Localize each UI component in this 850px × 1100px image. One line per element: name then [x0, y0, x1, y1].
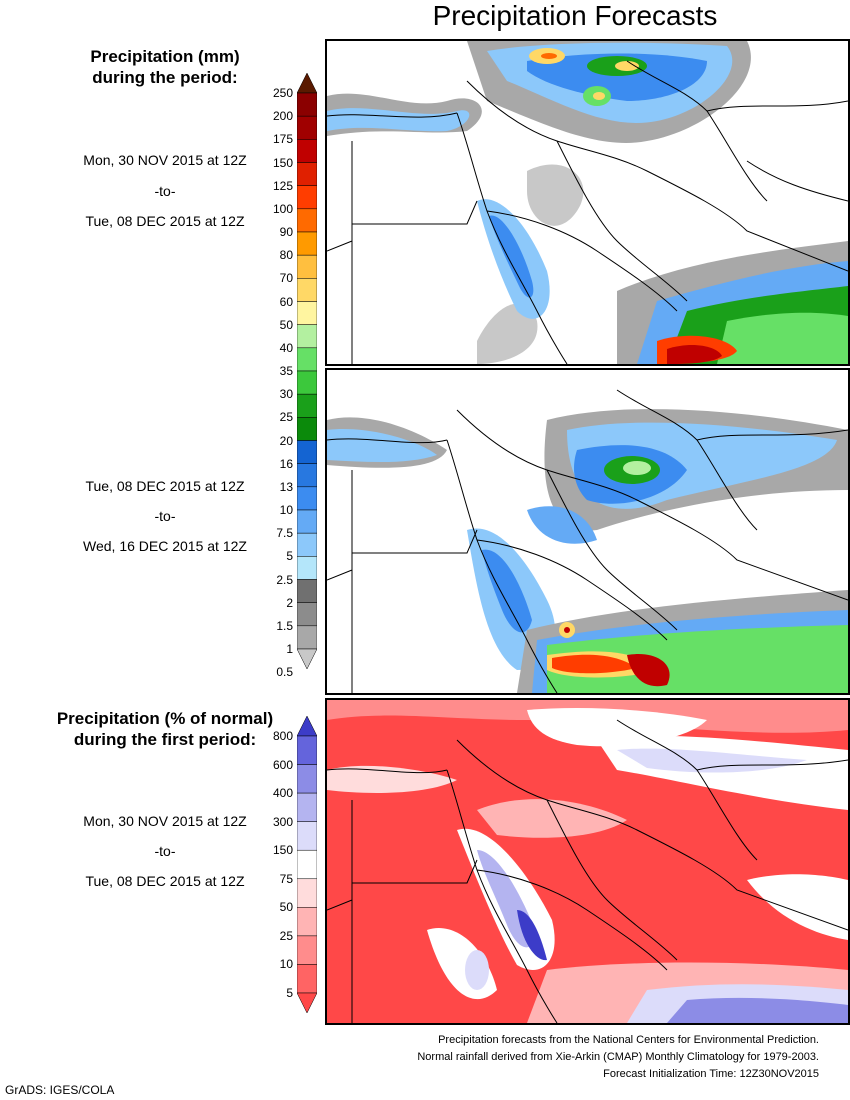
colorbar-tick-label: 50	[279, 900, 293, 915]
colorbar-tick-label: 10	[279, 503, 293, 517]
colorbar-tick-label: 1.5	[276, 618, 293, 633]
colorbar-tick-label: 20	[279, 433, 293, 448]
colorbar-tick-label: 1	[286, 642, 293, 656]
colorbar-tick-label: 175	[272, 132, 293, 147]
colorbar-tick-label: 13	[279, 479, 293, 494]
period3-start: Mon, 30 NOV 2015 at 12Z	[83, 813, 247, 829]
colorbar-swatch	[297, 579, 317, 603]
colorbar-tick-label: 100	[272, 201, 293, 216]
colorbar-tick-label: 150	[272, 155, 293, 170]
colorbar-swatch	[297, 878, 317, 908]
colorbar-tick-label: 800	[272, 729, 293, 743]
colorbar-swatch	[297, 324, 317, 349]
amount-colorbar	[297, 73, 317, 669]
colorbar-swatch	[297, 208, 317, 233]
colorbar-tick-label: 5	[286, 549, 293, 564]
colorbar-swatch	[297, 735, 317, 765]
footer-line3: Forecast Initialization Time: 12Z30NOV20…	[603, 1068, 819, 1080]
colorbar-swatch	[297, 463, 317, 488]
colorbar-top-triangle	[297, 716, 317, 737]
grads-credit: GrADS: IGES/COLA	[5, 1083, 115, 1097]
colorbar-swatch	[297, 254, 317, 279]
colorbar-swatch	[297, 849, 317, 880]
colorbar-swatch	[297, 792, 317, 822]
colorbar-tick-label: 200	[272, 109, 293, 124]
colorbar-tick-label: 150	[272, 843, 293, 858]
colorbar-tick-label: 7.5	[276, 526, 293, 541]
colorbar-tick-label: 2.5	[276, 572, 293, 587]
period2-sep: -to-	[154, 508, 176, 524]
colorbar-tick-label: 75	[279, 871, 293, 886]
colorbar-swatch	[297, 162, 317, 186]
colorbar-tick-label: 10	[279, 957, 293, 972]
colorbar-bottom-triangle	[297, 992, 317, 1013]
colorbar-tick-label: 60	[279, 294, 293, 309]
period2-start: Tue, 08 DEC 2015 at 12Z	[85, 478, 245, 494]
colorbar-swatch	[297, 278, 317, 302]
colorbar-swatch	[297, 935, 317, 965]
colorbar-tick-label: 400	[272, 786, 293, 801]
amount-legend-title: Precipitation (mm) during the period:	[45, 46, 285, 88]
colorbar-tick-label: 2	[286, 595, 293, 610]
colorbar-tick-label: 125	[272, 178, 293, 193]
colorbar-swatch	[297, 532, 317, 557]
colorbar-tick-label: 70	[279, 271, 293, 286]
page-title: Precipitation Forecasts	[432, 0, 718, 31]
period1-end: Tue, 08 DEC 2015 at 12Z	[85, 213, 245, 229]
percent-legend-title-line1: Precipitation (% of normal)	[56, 709, 274, 728]
colorbar-bottom-triangle	[297, 648, 317, 669]
colorbar-swatch	[297, 185, 317, 210]
amount-legend-title-line1: Precipitation (mm)	[90, 47, 240, 66]
colorbar-tick-label: 5	[286, 986, 293, 1000]
colorbar-swatch	[297, 417, 317, 441]
colorbar-tick-label: 25	[279, 928, 293, 943]
precip-map-period1	[325, 39, 850, 366]
colorbar-swatch	[297, 509, 317, 534]
colorbar-swatch	[297, 440, 317, 464]
colorbar-tick-label: 50	[279, 317, 293, 332]
colorbar-top-triangle	[297, 73, 317, 94]
period2-end: Wed, 16 DEC 2015 at 12Z	[83, 538, 247, 554]
colorbar-tick-label: 250	[272, 86, 293, 100]
colorbar-tick-label: 300	[272, 814, 293, 829]
colorbar-swatch	[297, 92, 317, 117]
colorbar-swatch	[297, 821, 317, 851]
precip-map-period2	[325, 368, 850, 695]
colorbar-swatch	[297, 764, 317, 794]
period3-sep: -to-	[154, 843, 176, 859]
colorbar-swatch	[297, 964, 317, 994]
period1-sep: -to-	[154, 183, 176, 199]
colorbar-tick-label: 40	[279, 340, 293, 355]
colorbar-swatch	[297, 907, 317, 937]
colorbar-swatch	[297, 231, 317, 256]
percent-legend-title: Precipitation (% of normal) during the f…	[30, 708, 300, 750]
footer-line2: Normal rainfall derived from Xie-Arkin (…	[417, 1051, 819, 1063]
colorbar-swatch	[297, 139, 317, 163]
colorbar-swatch	[297, 301, 317, 325]
colorbar-tick-label: 30	[279, 387, 293, 402]
amount-legend-title-line2: during the period:	[92, 68, 238, 87]
colorbar-tick-label: 80	[279, 248, 293, 263]
colorbar-swatch	[297, 625, 317, 650]
colorbar-swatch	[297, 115, 317, 140]
colorbar-swatch	[297, 347, 317, 372]
colorbar-swatch	[297, 486, 317, 511]
colorbar-swatch	[297, 556, 317, 580]
percent-legend-title-line2: during the first period:	[73, 730, 257, 749]
colorbar-tick-label: 600	[272, 757, 293, 772]
percent-of-normal-map	[325, 698, 850, 1025]
colorbar-tick-label: 90	[279, 225, 293, 239]
colorbar-tick-label: 16	[279, 456, 293, 471]
colorbar-tick-label: 25	[279, 410, 293, 425]
percent-colorbar	[297, 716, 317, 1013]
period3-end: Tue, 08 DEC 2015 at 12Z	[85, 873, 245, 889]
colorbar-swatch	[297, 393, 317, 418]
colorbar-tick-label: 0.5	[276, 665, 293, 680]
footer-line1: Precipitation forecasts from the Nationa…	[438, 1034, 819, 1046]
colorbar-tick-label: 35	[279, 364, 293, 378]
colorbar-swatch	[297, 370, 317, 395]
colorbar-swatch	[297, 602, 317, 627]
period1-start: Mon, 30 NOV 2015 at 12Z	[83, 152, 247, 168]
